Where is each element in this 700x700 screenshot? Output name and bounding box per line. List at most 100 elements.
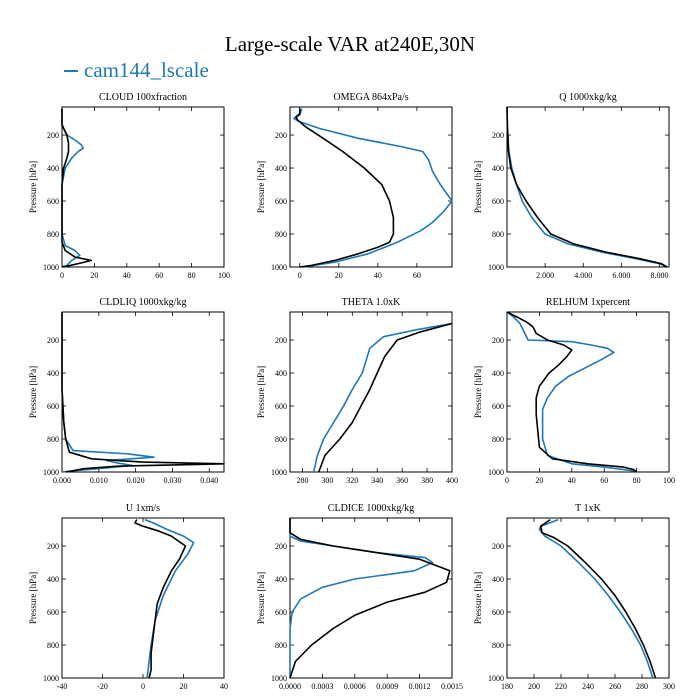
series-line-reference: [540, 518, 657, 679]
y-tick-label: 200: [275, 336, 287, 345]
y-tick-label: 800: [492, 230, 504, 239]
y-tick-label: 200: [47, 336, 59, 345]
x-tick-label: 40: [568, 476, 576, 485]
x-tick-label: 40: [374, 271, 382, 280]
y-tick-label: 600: [275, 197, 287, 206]
x-tick-label: 20: [180, 682, 188, 691]
y-tick-label: 400: [492, 575, 504, 584]
x-tick-label: 380: [421, 476, 433, 485]
y-tick-label: 400: [492, 369, 504, 378]
y-tick-label: 600: [47, 402, 59, 411]
x-tick-label: 400: [446, 476, 458, 485]
x-tick-label: 0.020: [127, 476, 145, 485]
y-axis-label: Pressure [hPa]: [473, 572, 483, 624]
panel-title: T 1xK: [575, 503, 601, 514]
x-tick-label: 60: [155, 271, 163, 280]
y-tick-label: 1000: [43, 468, 59, 477]
plot-frame: [506, 106, 670, 268]
panel-title: CLDICE 1000xkg/kg: [328, 503, 414, 514]
x-tick-label: 40: [220, 682, 228, 691]
x-tick-label: 300: [663, 682, 675, 691]
series-line-cam144-lscale: [538, 518, 654, 679]
y-tick-label: 400: [47, 369, 59, 378]
y-tick-label: 800: [47, 435, 59, 444]
y-axis-label: Pressure [hPa]: [473, 161, 483, 213]
y-tick-label: 800: [492, 435, 504, 444]
x-tick-label: 6.000: [612, 271, 630, 280]
x-tick-label: 40: [123, 271, 131, 280]
y-tick-label: 200: [47, 131, 59, 140]
x-tick-label: 240: [582, 682, 594, 691]
x-tick-label: 0.0006: [344, 682, 366, 691]
y-tick-label: 1000: [271, 263, 287, 272]
y-tick-label: 1000: [271, 468, 287, 477]
x-tick-label: 0.010: [90, 476, 108, 485]
series-line-reference: [295, 108, 395, 268]
x-tick-label: 280: [636, 682, 648, 691]
y-tick-label: 200: [492, 131, 504, 140]
y-tick-label: 400: [275, 575, 287, 584]
x-tick-label: 0.040: [200, 476, 218, 485]
y-axis-label: Pressure [hPa]: [473, 366, 483, 418]
series-line-reference: [61, 108, 92, 268]
series-line-reference: [506, 311, 638, 473]
series-line-cam144-lscale: [506, 311, 637, 472]
plot-frame: [61, 311, 225, 473]
y-axis-label: Pressure [hPa]: [28, 161, 38, 213]
legend-line-icon: [64, 70, 78, 73]
x-tick-label: 0.0000: [279, 682, 301, 691]
y-axis-label: Pressure [hPa]: [256, 161, 266, 213]
y-tick-label: 200: [275, 542, 287, 551]
y-axis-label: Pressure [hPa]: [256, 366, 266, 418]
x-tick-label: 20: [535, 476, 543, 485]
plot-frame: [289, 517, 453, 679]
x-tick-label: 4.000: [574, 271, 592, 280]
y-axis-label: Pressure [hPa]: [28, 572, 38, 624]
x-tick-label: 100: [663, 476, 675, 485]
plot-frame: [289, 311, 453, 473]
x-tick-label: 340: [371, 476, 383, 485]
y-tick-label: 800: [275, 230, 287, 239]
panel-title: THETA 1.0xK: [342, 297, 401, 308]
series-line-cam144-lscale: [312, 322, 453, 473]
y-tick-label: 600: [275, 608, 287, 617]
x-tick-label: 80: [188, 271, 196, 280]
y-tick-label: 600: [47, 608, 59, 617]
y-axis-label: Pressure [hPa]: [256, 572, 266, 624]
x-tick-label: 0.030: [163, 476, 181, 485]
x-tick-label: 360: [396, 476, 408, 485]
series-line-reference: [134, 519, 187, 679]
plot-frame: [61, 106, 225, 268]
y-tick-label: 1000: [488, 674, 504, 683]
x-tick-label: 0: [505, 476, 509, 485]
x-tick-label: 180: [501, 682, 513, 691]
series-line-reference: [61, 312, 225, 473]
y-tick-label: 400: [275, 369, 287, 378]
series-line-cam144-lscale: [293, 108, 453, 268]
x-tick-label: 80: [633, 476, 641, 485]
x-tick-label: 0: [141, 682, 145, 691]
panel-title: OMEGA 864xPa/s: [333, 92, 408, 103]
plot-frame: [506, 311, 670, 473]
x-tick-label: 20: [90, 271, 98, 280]
y-tick-label: 600: [492, 608, 504, 617]
x-tick-label: 0.0003: [311, 682, 333, 691]
x-tick-label: 220: [555, 682, 567, 691]
x-tick-label: 0.0015: [441, 682, 463, 691]
y-tick-label: 600: [492, 197, 504, 206]
y-tick-label: 400: [275, 164, 287, 173]
y-tick-label: 400: [47, 164, 59, 173]
y-tick-label: 200: [47, 542, 59, 551]
series-line-reference: [289, 518, 451, 679]
x-tick-label: -40: [57, 682, 68, 691]
series-line-cam144-lscale: [61, 312, 155, 473]
series-line-reference: [506, 106, 668, 268]
y-tick-label: 1000: [488, 468, 504, 477]
y-tick-label: 1000: [271, 674, 287, 683]
y-tick-label: 800: [275, 641, 287, 650]
series-line-cam144-lscale: [506, 106, 668, 268]
x-tick-label: 280: [296, 476, 308, 485]
plot-frame: [289, 106, 453, 268]
y-tick-label: 400: [492, 164, 504, 173]
